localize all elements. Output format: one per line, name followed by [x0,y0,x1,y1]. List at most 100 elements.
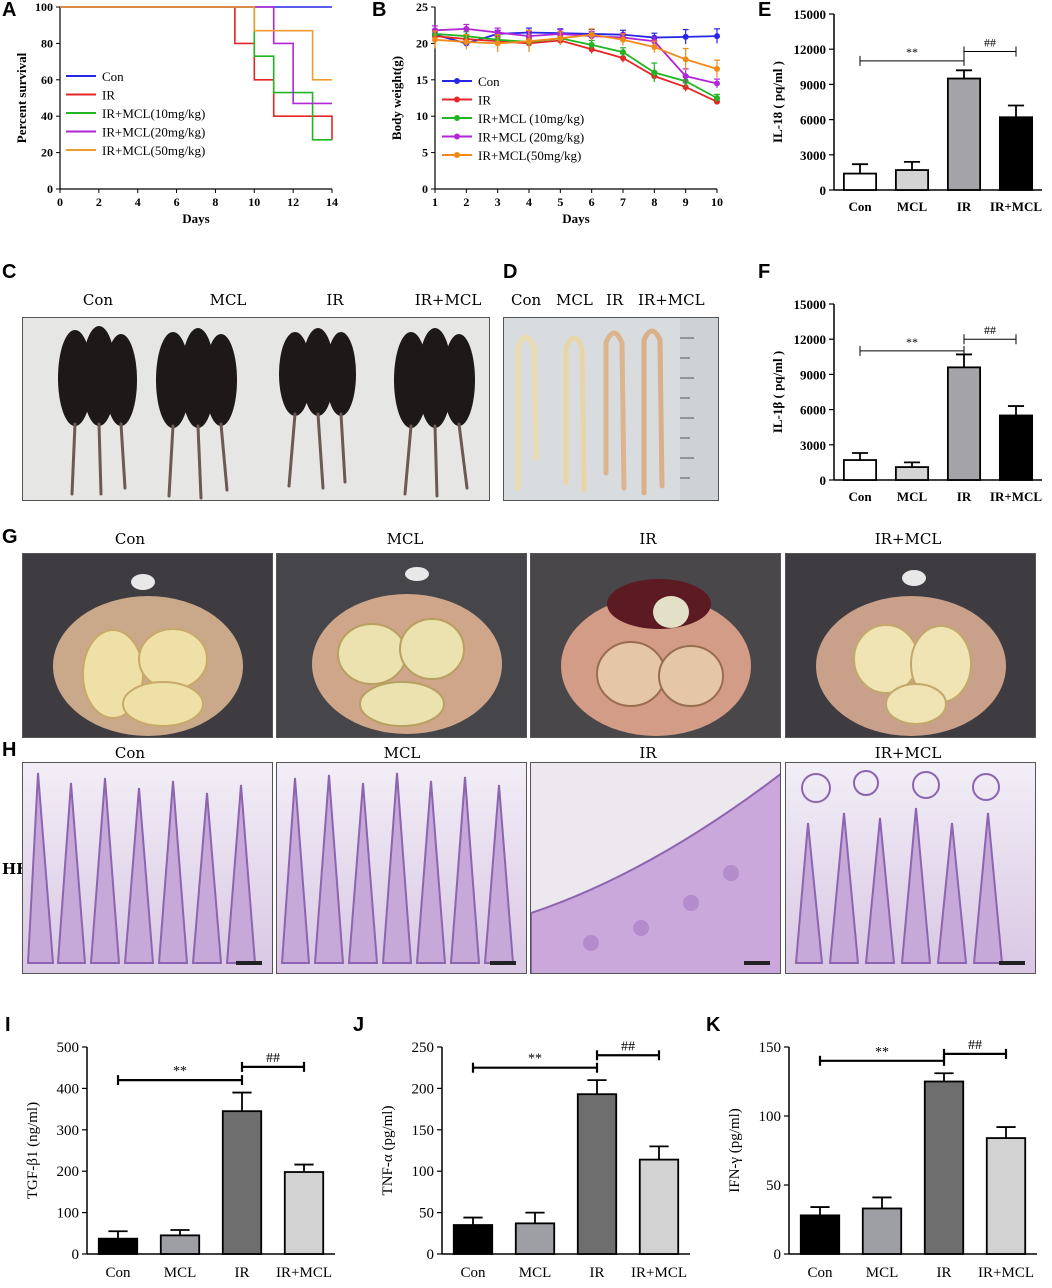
x-tick-label: 0 [57,195,63,209]
y-axis-label: IL-1β ( pq/ml ) [770,351,785,433]
y-tick-label: 60 [41,73,53,87]
series-line [434,27,718,85]
intestine-photo [503,317,719,501]
data-point [620,36,626,43]
y-tick-label: 15000 [794,297,827,312]
bar [998,414,1034,481]
data-point [526,38,532,45]
panel-label-c: C [2,261,17,283]
d-group-label-mcl: MCL [556,291,593,309]
category-label: MCL [897,489,928,504]
c-group-label-ir-mcl: IR+MCL [414,291,482,309]
bar [221,1110,263,1255]
bar [159,1234,201,1255]
legend-label: IR [102,88,115,103]
g-group-label-ir: IR [639,530,657,548]
category-label: IR+MCL [631,1265,687,1281]
category-label: IR+MCL [990,199,1043,214]
he-stain-label: HE [2,860,28,878]
panel-label-h: H [2,739,17,761]
significance-label: ** [906,335,918,349]
y-tick-label: 150 [759,1040,782,1056]
x-axis-label: Days [182,211,209,226]
bar [638,1158,680,1255]
chart-k-ifng: 0 50 100 150 Con MCL IR IR+MCL ** ## IFN-γ (pg/ml) [727,1038,1037,1281]
bar [842,172,878,191]
bar [894,169,930,191]
g-group-label-con: Con [114,530,146,548]
y-tick-label: 40 [41,109,53,123]
chart-i-tgfb1: 0 100 200 300 400 500 Con MCL IR IR+MCL ** ## TGF-β1… [25,1040,335,1281]
data-point [494,40,501,47]
legend-label: IR+MCL(20mg/kg) [102,125,205,140]
x-tick-label: 12 [287,195,299,209]
c-group-label-mcl: MCL [209,291,247,309]
category-label: MCL [164,1265,197,1281]
category-label: Con [848,199,872,214]
significance-label: ** [875,1045,889,1060]
bar [894,466,930,481]
y-tick-label: 80 [41,36,53,50]
y-tick-label: 12000 [794,42,827,57]
x-tick-label: 2 [96,195,102,209]
data-point [494,29,501,36]
y-tick-label: 200 [412,1081,435,1097]
x-tick-label: 8 [212,195,218,209]
data-point [620,54,626,61]
significance-label: ## [621,1039,635,1054]
bar [97,1237,139,1255]
category-label: IR [235,1265,250,1281]
legend-label: IR+MCL (10mg/kg) [478,111,584,126]
panel-label-f: F [758,261,771,283]
x-tick-label: 4 [526,195,532,209]
category-label: Con [105,1265,131,1281]
x-tick-label: 5 [557,195,563,209]
data-point [463,25,470,32]
legend-label: IR+MCL(10mg/kg) [102,106,205,121]
x-axis-label: Days [562,211,589,226]
y-tick-label: 0 [427,1247,435,1263]
y-axis-label: Percent survival [14,52,29,143]
data-point [432,27,438,34]
chart-j-tnfa: 0 50 100 150 200 250 Con MCL IR IR+MCL ** ## TNF-α (… [380,1039,690,1281]
he-image-con [22,762,273,974]
y-tick-label: 10 [416,109,428,123]
bar [985,1137,1027,1255]
y-tick-label: 200 [57,1164,80,1180]
x-tick-label: 10 [711,195,723,209]
significance-label: ## [266,1051,280,1066]
y-tick-label: 9000 [800,367,826,382]
significance-label: ** [173,1064,187,1079]
d-group-label-ir: IR [606,291,624,309]
y-tick-label: 0 [820,183,827,198]
data-point [682,56,689,63]
y-tick-label: 5 [422,146,428,160]
y-tick-label: 100 [57,1206,80,1222]
he-image-ir-mcl [785,762,1036,974]
legend-label: IR+MCL(50mg/kg) [478,148,581,163]
y-axis-label: TNF-α (pg/ml) [380,1106,396,1196]
series-line [60,6,332,105]
y-tick-label: 25 [416,0,428,14]
intestine-illustration [515,318,718,500]
bar [842,459,878,481]
bar [998,116,1034,191]
bar [946,77,982,191]
scale-bar [999,961,1025,965]
category-label: IR [957,199,972,214]
series-line [434,33,718,99]
c-group-label-con: Con [82,291,114,309]
panel-label-k: K [706,1014,721,1036]
legend-label: IR+MCL(50mg/kg) [102,143,205,158]
category-label: Con [848,489,872,504]
y-tick-label: 50 [419,1206,434,1222]
c-group-label-ir: IR [326,291,344,309]
category-label: IR+MCL [276,1265,332,1281]
y-tick-label: 0 [72,1247,80,1263]
bar [283,1171,325,1255]
y-axis-label: Body weight(g) [389,56,404,140]
significance-label: ** [906,45,918,59]
y-tick-label: 3000 [800,438,826,453]
series-line [434,33,718,70]
data-point [463,38,470,45]
